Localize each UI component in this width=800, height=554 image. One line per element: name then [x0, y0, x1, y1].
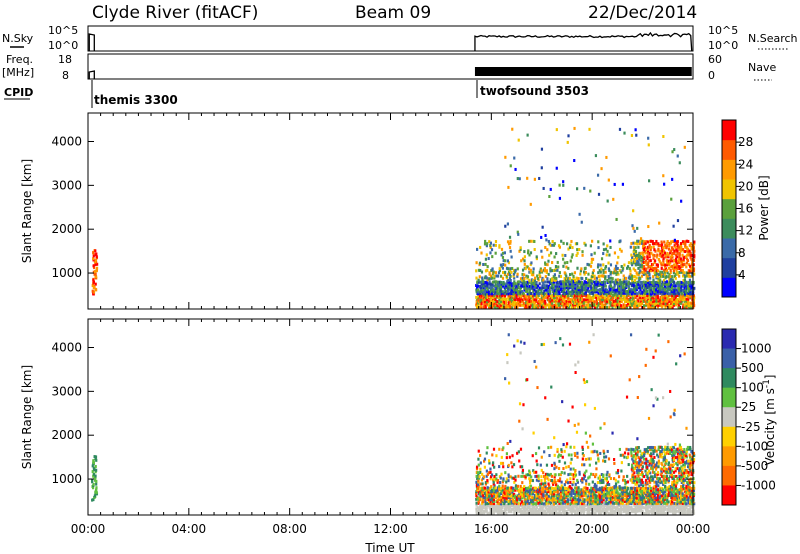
power-colorbar: 4 8 12 16 20 24 28 Power [dB] [721, 119, 771, 298]
y-tick-label: 1000 [51, 472, 82, 486]
velocity-colorbar: 1000 500 100 25 -25 -100 -500 -1000 Velocity [m… [721, 328, 777, 506]
freq-label: Freq. [6, 53, 33, 66]
y-tick-label: 3000 [51, 384, 82, 398]
cpid-label: CPID [4, 86, 33, 99]
x-tick-label: 08:00 [272, 522, 307, 536]
nave-label: Nave [748, 61, 776, 74]
power-colorbar-label: Power [dB] [757, 175, 771, 240]
velocity-colorbar-tick: -1000 [741, 478, 776, 492]
y-tick-label: 4000 [51, 135, 82, 149]
velocity-colorbar-tick: 1000 [741, 342, 772, 356]
nsky-tick-top: 10^5 [48, 24, 78, 37]
nsky-trace [88, 31, 693, 52]
nave-tick-bottom: 0 [708, 69, 715, 82]
nsearch-label: N.Search [748, 32, 798, 45]
freq-unit: [MHz] [2, 66, 34, 79]
velocity-colorbar-label: Velocity [m s-1] [762, 375, 777, 466]
velocity-colorbar-tick: 100 [741, 381, 764, 395]
x-tick-label: 20:00 [575, 522, 610, 536]
velocity-y-axis: 1000 2000 3000 4000 [51, 341, 693, 486]
x-tick-label: 00:00 [676, 522, 711, 536]
freq-line [88, 70, 95, 79]
power-colorbar-tick: 28 [738, 135, 753, 149]
freq-panel: Freq. [MHz] 18 8 60 0 Nave [2, 53, 776, 82]
power-scatter [91, 126, 696, 309]
velocity-colorbar-tick: -500 [741, 459, 768, 473]
date-title: 22/Dec/2014 [588, 3, 697, 23]
velocity-colorbar-tick: 25 [741, 400, 756, 414]
power-colorbar-tick: 20 [738, 179, 753, 193]
power-x-axis-ticks [87, 113, 694, 309]
power-colorbar-tick: 24 [738, 157, 753, 171]
power-colorbar-tick: 4 [738, 268, 746, 282]
power-colorbar-tick: 16 [738, 202, 753, 216]
velocity-scatter [91, 333, 696, 515]
nsearch-tick-top: 10^5 [708, 24, 738, 37]
cpid-segment-2: twofsound 3503 [480, 84, 589, 98]
power-colorbar-tick: 8 [738, 246, 746, 260]
power-panel: 1000 2000 3000 4000 Slant Range [km] [20, 112, 696, 310]
x-tick-label: 16:00 [474, 522, 509, 536]
velocity-colorbar-tick: 500 [741, 361, 764, 375]
nsky-tick-bottom: 10^0 [48, 39, 78, 52]
velocity-ylabel: Slant Range [km] [20, 365, 34, 469]
beam-title: Beam 09 [355, 3, 431, 23]
x-tick-label: 00:00 [71, 522, 106, 536]
velocity-colorbar-tick: -25 [741, 420, 761, 434]
cpid-segment-1: themis 3300 [94, 93, 178, 107]
time-xlabel: Time UT [364, 541, 415, 554]
y-tick-label: 2000 [51, 428, 82, 442]
y-tick-label: 2000 [51, 222, 82, 236]
cpid-row: CPID themis 3300 twofsound 3503 [4, 80, 589, 108]
x-tick-label: 04:00 [172, 522, 207, 536]
nave-tick-top: 60 [708, 53, 722, 66]
power-colorbar-tick: 12 [738, 224, 753, 238]
power-y-axis: 1000 2000 3000 4000 [51, 135, 693, 280]
nsky-line [88, 31, 693, 52]
power-ylabel: Slant Range [km] [20, 159, 34, 263]
freq-tick-bottom: 8 [62, 69, 69, 82]
y-tick-label: 4000 [51, 341, 82, 355]
y-tick-label: 3000 [51, 178, 82, 192]
velocity-colorbar-tick: -100 [741, 439, 768, 453]
freq-trace [88, 67, 692, 79]
nave-block [474, 67, 692, 76]
y-tick-label: 1000 [51, 266, 82, 280]
velocity-x-axis: 00:00 04:00 08:00 12:00 16:00 20:00 00:00 [71, 319, 711, 536]
velocity-panel: 1000 2000 3000 4000 00:00 04:00 08:00 12:00 16:… [20, 318, 711, 554]
nsky-label: N.Sky [2, 32, 34, 45]
nsky-panel: N.Sky 10^5 10^0 10^5 10^0 N.Search [2, 24, 798, 52]
freq-tick-top: 18 [58, 53, 72, 66]
nsearch-tick-bottom: 10^0 [708, 39, 738, 52]
station-title: Clyde River (fitACF) [92, 3, 258, 23]
x-tick-label: 12:00 [373, 522, 408, 536]
